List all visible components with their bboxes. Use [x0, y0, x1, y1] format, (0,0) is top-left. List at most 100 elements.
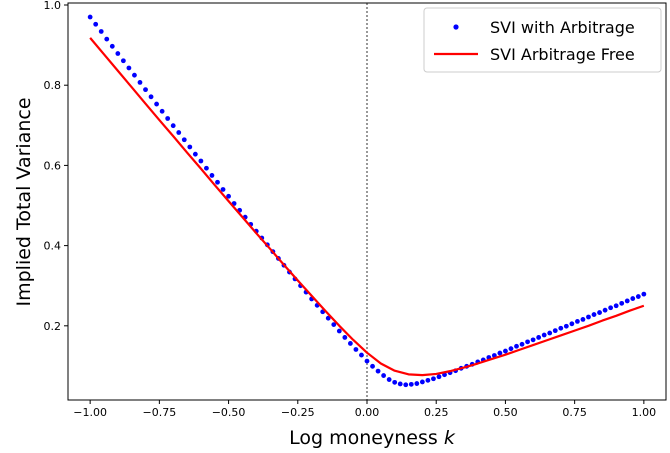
data-point	[170, 123, 176, 129]
x-tick-label: −0.75	[143, 406, 177, 419]
legend-label-svi-arbitrage-free: SVI Arbitrage Free	[490, 45, 635, 64]
data-point	[165, 116, 171, 121]
data-point	[602, 307, 608, 313]
data-point	[563, 323, 569, 329]
data-point	[397, 381, 403, 387]
data-point	[635, 294, 641, 299]
data-point	[392, 379, 398, 385]
data-point	[497, 350, 503, 356]
data-point	[342, 335, 348, 340]
data-point	[192, 151, 198, 157]
data-point	[613, 303, 619, 309]
data-point	[143, 87, 148, 93]
data-point	[181, 137, 187, 143]
data-point	[148, 94, 154, 100]
data-point	[619, 300, 625, 306]
data-point	[431, 376, 436, 382]
data-point	[115, 51, 121, 56]
x-tick-label: 0.75	[562, 406, 587, 419]
data-point	[591, 312, 597, 317]
data-point	[624, 298, 630, 304]
data-point	[331, 322, 337, 328]
data-point	[541, 332, 547, 338]
data-point	[226, 193, 231, 199]
y-axis-title: Implied Total Variance	[13, 97, 35, 306]
data-point	[552, 328, 558, 334]
data-point	[98, 29, 104, 34]
data-point	[425, 377, 431, 383]
data-point	[126, 65, 132, 71]
data-point	[375, 368, 381, 374]
data-point	[508, 346, 514, 352]
data-point	[87, 14, 93, 20]
data-point	[586, 314, 591, 320]
data-point	[641, 291, 647, 297]
data-point	[569, 321, 575, 327]
data-point	[381, 373, 387, 378]
data-point	[347, 341, 353, 346]
data-point	[209, 173, 215, 178]
x-tick-label: 0.00	[355, 406, 380, 419]
legend-label-svi-with-arbitrage: SVI with Arbitrage	[490, 18, 635, 37]
series-svi-arbitrage-free	[89, 37, 645, 377]
data-point	[414, 381, 420, 386]
data-point	[530, 337, 536, 343]
data-point	[558, 325, 564, 331]
x-tick-label: −0.25	[281, 406, 315, 419]
data-point	[630, 296, 636, 301]
data-point	[364, 358, 370, 364]
x-tick-label: −0.50	[212, 406, 246, 419]
data-point	[220, 187, 226, 192]
x-tick-label: −1.00	[73, 406, 107, 419]
data-point	[198, 158, 204, 164]
legend: SVI with Arbitrage SVI Arbitrage Free	[423, 7, 662, 73]
x-tick-label: 0.50	[493, 406, 518, 419]
data-point	[519, 341, 525, 347]
data-point	[132, 72, 137, 78]
y-tick-label: 0.4	[44, 240, 62, 253]
data-point	[370, 363, 375, 369]
data-point	[204, 165, 209, 171]
data-point	[514, 343, 519, 349]
data-point	[120, 58, 126, 64]
data-point	[109, 43, 115, 49]
data-point	[525, 339, 530, 345]
data-point	[536, 335, 542, 340]
data-point	[93, 21, 99, 27]
data-point	[503, 348, 508, 354]
data-point	[215, 179, 220, 185]
data-point	[580, 316, 586, 322]
data-point	[597, 310, 602, 315]
x-tick-label: 1.00	[632, 406, 657, 419]
y-axis-ticks: 0.2 0.4 0.6 0.8 1.0	[44, 0, 68, 333]
data-point	[403, 382, 409, 388]
y-tick-label: 0.2	[44, 320, 62, 333]
x-axis-ticks: −1.00 −0.75 −0.50 −0.25 0.00 0.25 0.50 0.75 1.00	[73, 400, 656, 419]
data-point	[408, 381, 414, 387]
data-point	[575, 319, 580, 324]
data-point	[386, 377, 392, 382]
data-point	[359, 352, 364, 358]
data-point	[353, 347, 359, 352]
data-point	[436, 374, 442, 380]
x-tick-label: 0.25	[424, 406, 449, 419]
data-point	[608, 305, 614, 311]
x-axis-title: Log moneyness k	[289, 427, 456, 449]
y-tick-label: 0.6	[44, 159, 62, 172]
legend-box	[423, 7, 662, 73]
data-point	[104, 36, 110, 42]
data-point	[159, 108, 165, 114]
data-point	[419, 379, 425, 385]
plot-frame	[67, 2, 667, 401]
y-tick-label: 1.0	[44, 0, 62, 12]
data-point	[325, 315, 331, 321]
data-point	[176, 130, 182, 135]
data-point	[547, 330, 553, 336]
data-point	[336, 328, 342, 334]
data-point	[137, 80, 143, 85]
legend-marker-svi-with-arbitrage	[453, 24, 459, 30]
series-svi-with-arbitrage	[87, 14, 647, 388]
y-tick-label: 0.8	[44, 79, 62, 92]
data-point	[154, 101, 159, 107]
